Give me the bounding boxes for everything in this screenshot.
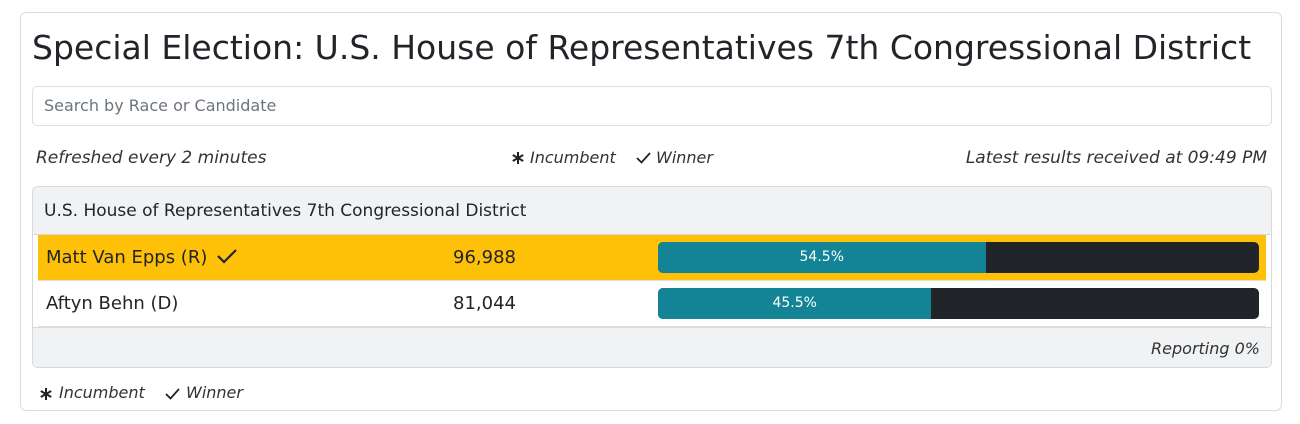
- winner-icon: [636, 152, 651, 164]
- candidate-row: Aftyn Behn (D) 81,044 45.5%: [38, 281, 1266, 327]
- reporting: Reporting 0%: [1151, 339, 1260, 358]
- search-box[interactable]: Search by Race or Candidate: [32, 86, 1272, 126]
- percent-bar-track: 45.5%: [658, 288, 1259, 319]
- percent-bar: 54.5%: [658, 242, 986, 273]
- vote-count: 96,988: [453, 247, 516, 268]
- latest-results: Latest results received at 09:49 PM: [965, 148, 1267, 168]
- percent-bar-track: 54.5%: [658, 242, 1259, 273]
- winner-check: [217, 249, 238, 264]
- race-card: U.S. House of Representatives 7th Congre…: [32, 186, 1272, 368]
- refresh-note: Refreshed every 2 minutes: [36, 148, 267, 168]
- incumbent-icon: [40, 388, 52, 400]
- race-name: U.S. House of Representatives 7th Congre…: [33, 187, 1271, 235]
- incumbent-icon: [512, 152, 524, 164]
- page-title: Special Election: U.S. House of Represen…: [32, 28, 1252, 67]
- winner-legend: Winner: [656, 148, 713, 167]
- candidate-row: Matt Van Epps (R) 96,988 54.5%: [38, 235, 1266, 281]
- candidate-name: Matt Van Epps (R): [46, 235, 238, 281]
- percent-bar: 45.5%: [658, 288, 932, 319]
- race-footer: Reporting 0%: [33, 327, 1271, 367]
- winner-legend: Winner: [186, 383, 243, 402]
- incumbent-legend: Incumbent: [59, 383, 145, 402]
- incumbent-legend: Incumbent: [530, 148, 616, 167]
- vote-count: 81,044: [453, 293, 516, 314]
- winner-icon: [165, 388, 180, 400]
- candidate-name: Aftyn Behn (D): [46, 293, 179, 314]
- card: [20, 12, 1282, 411]
